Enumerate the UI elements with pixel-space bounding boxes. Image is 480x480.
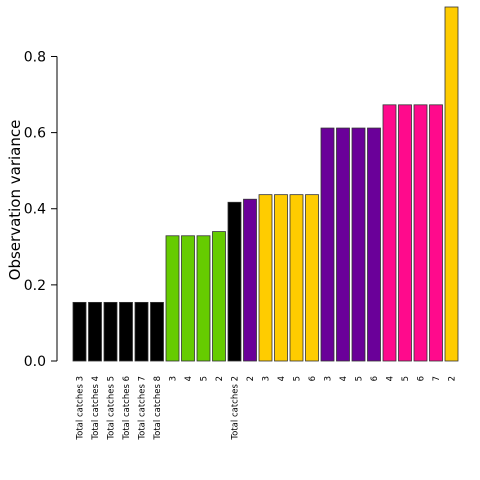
bar [227,201,242,362]
x-tick-label: 7 [432,376,442,381]
bar [336,127,350,362]
x-tick-label: Total catches 5 [107,376,117,441]
bar [181,235,195,362]
y-tick-label: 0.8 [24,49,46,65]
x-tick-label: Total catches 6 [122,376,132,441]
bar [88,301,102,362]
x-tick-label: 3 [324,376,334,381]
bars-group [72,6,459,362]
x-tick-label: 4 [386,376,396,381]
x-tick-label: 5 [293,376,303,381]
bar [398,104,412,362]
x-tick-label: Total catches 7 [138,376,148,441]
bar [134,301,149,362]
x-tick-label: 4 [277,376,287,381]
bar [289,194,304,362]
x-tick-label: 2 [246,376,256,381]
x-tick-label: Total catches 8 [153,376,163,441]
bar [119,301,133,362]
bar [305,194,319,362]
bar [382,104,397,362]
x-tick-labels: Total catches 3 Total catches 4 Total catc… [76,376,458,441]
x-tick-label: Total catches 4 [91,376,101,441]
bar [413,104,428,362]
bar [351,127,366,362]
bar [444,6,459,362]
y-tick-label: 0.4 [24,202,46,218]
x-tick-label: 3 [169,376,179,381]
x-tick-label: 6 [370,376,380,381]
bar [196,235,211,362]
bar [320,127,335,362]
bar [103,301,118,362]
x-tick-label: 2 [215,376,225,381]
y-tick-label: 0.2 [24,278,46,294]
x-tick-label: 3 [262,376,272,381]
bar [258,194,273,362]
bar [212,231,226,362]
x-tick-label: 6 [417,376,427,381]
y-tick-label: 0.6 [24,126,46,142]
x-tick-label: 5 [355,376,365,381]
bar [367,127,381,362]
y-tick-label: 0.0 [24,354,46,370]
x-tick-label: 6 [308,376,318,381]
bar [150,301,164,362]
x-tick-label: Total catches 2 [231,376,241,441]
x-tick-label: 5 [401,376,411,381]
x-tick-label: 4 [339,376,349,381]
bar [274,194,288,362]
x-tick-label: 2 [448,376,458,381]
bar [165,235,180,362]
y-axis: 0.0 0.2 0.4 0.6 0.8 [24,49,58,370]
bar [72,301,87,362]
bar [429,104,443,362]
y-axis-label: Observation variance [6,120,24,281]
bar [243,198,257,362]
x-tick-label: Total catches 3 [76,376,86,441]
x-tick-label: 5 [200,376,210,381]
x-tick-label: 4 [184,376,194,381]
